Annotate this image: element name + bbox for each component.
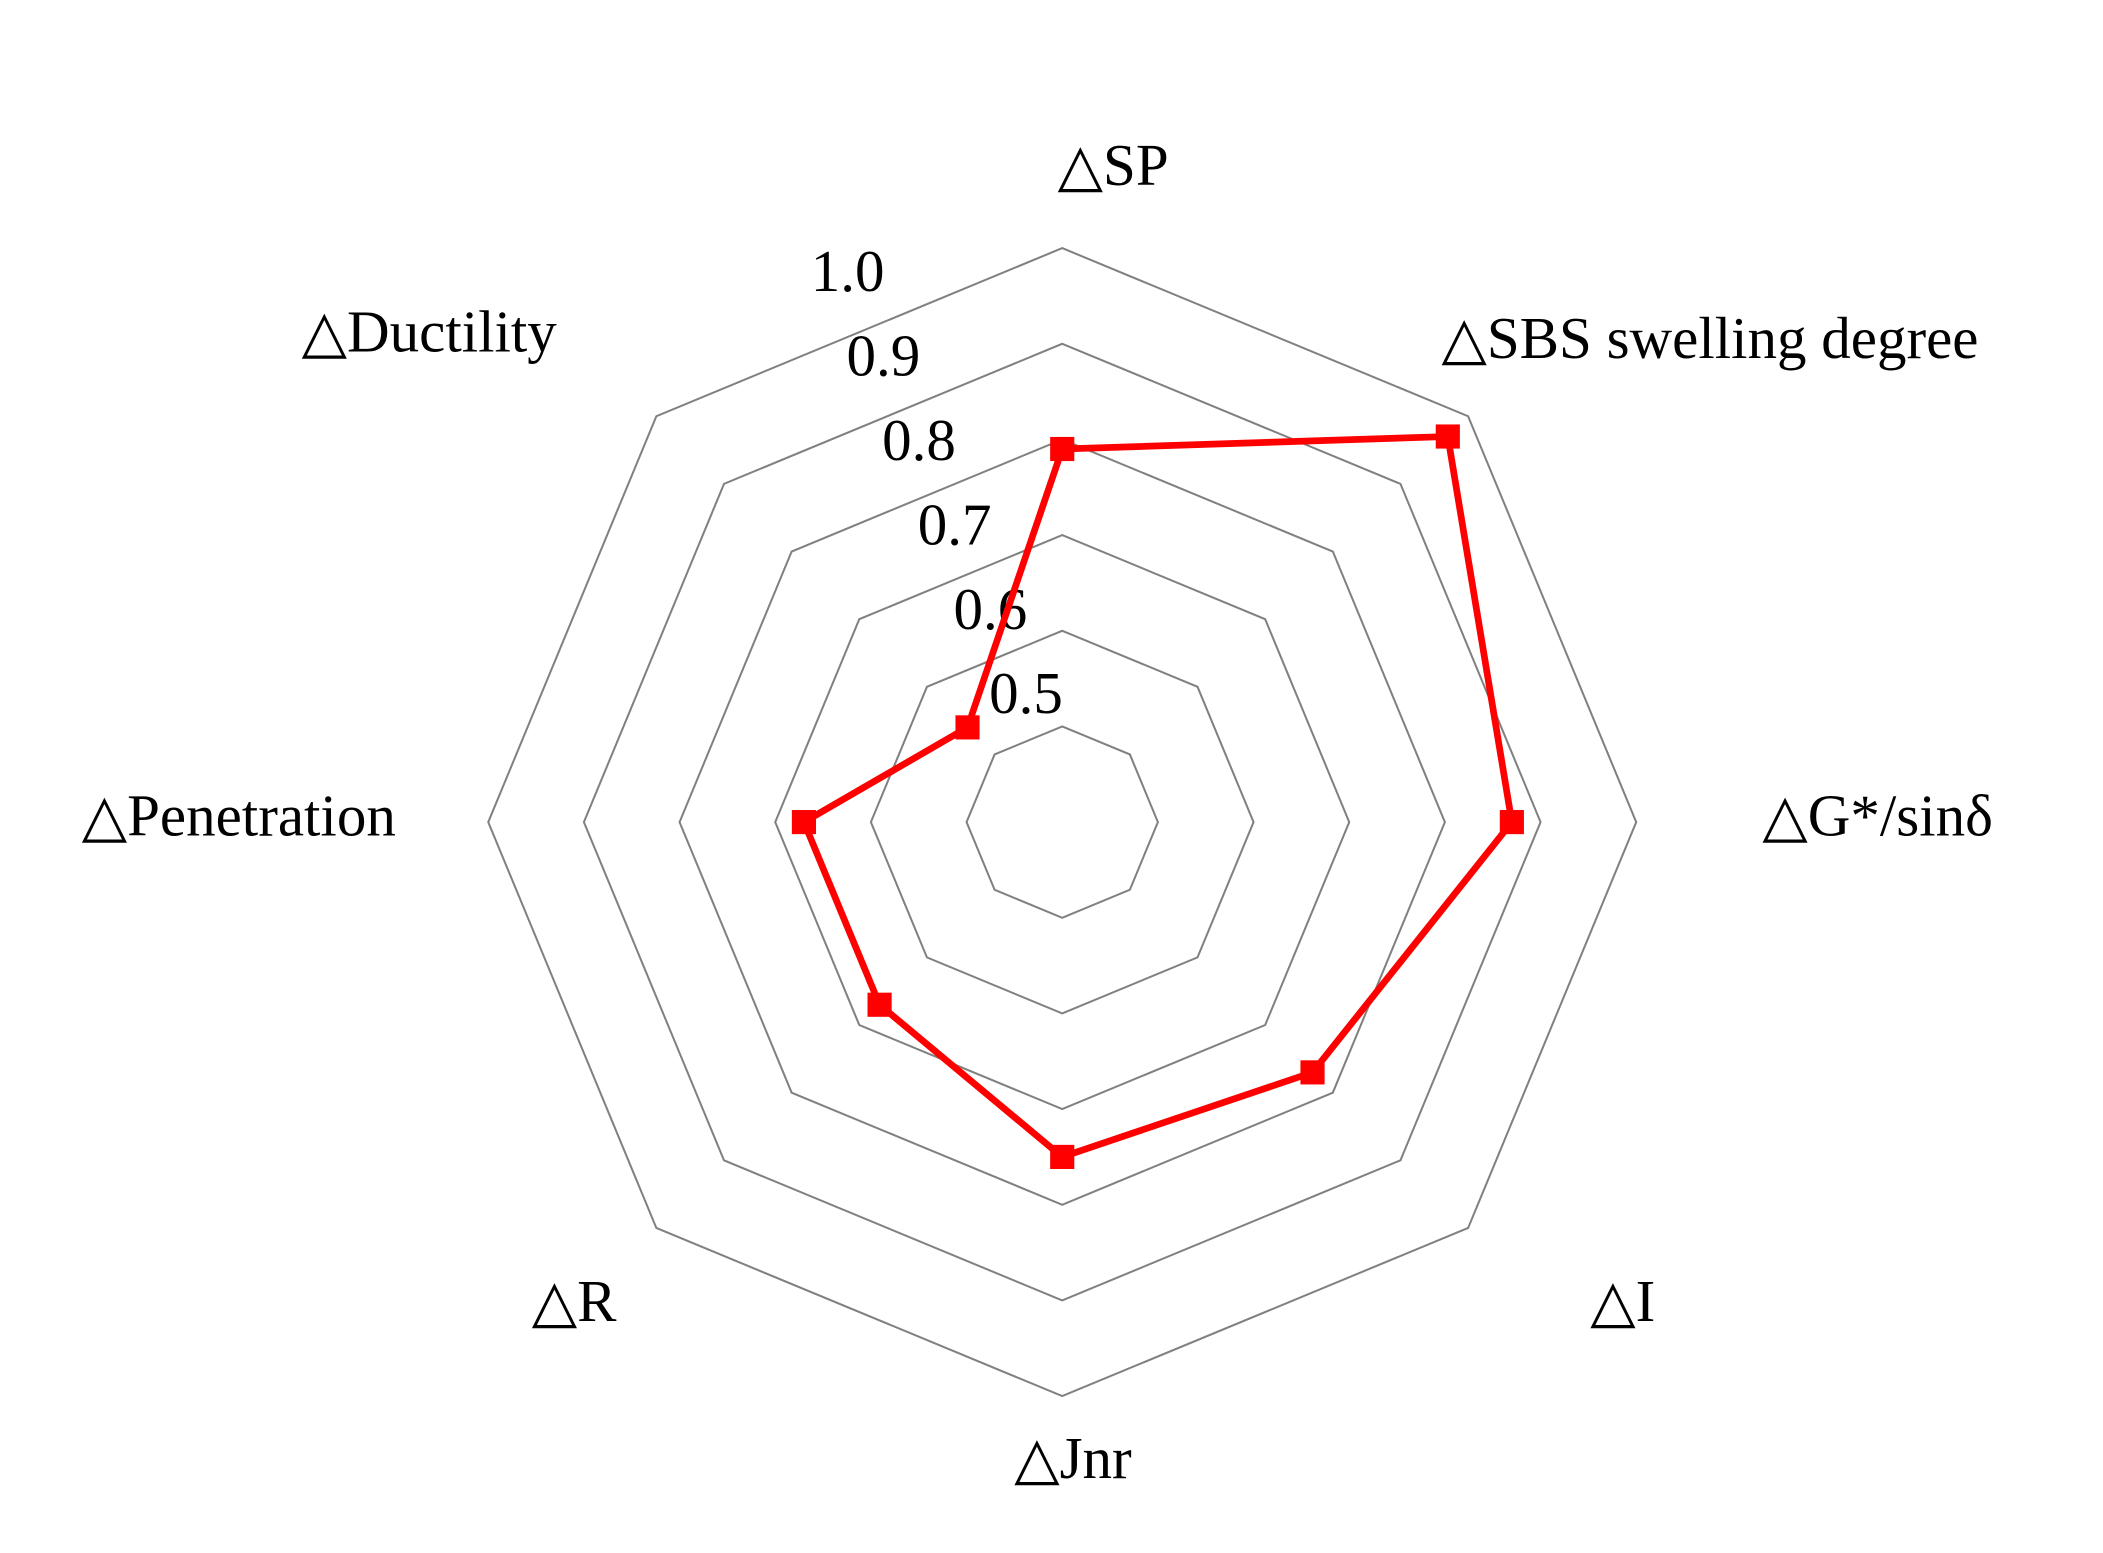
grid-ring xyxy=(869,629,1255,1015)
grid-ring xyxy=(774,534,1351,1111)
marker xyxy=(1300,1060,1325,1085)
marker xyxy=(1435,424,1460,449)
axis-label: △SBS swelling degree xyxy=(1441,305,1978,371)
axis-label: △Jnr xyxy=(1014,1425,1132,1491)
grid-ring xyxy=(965,725,1159,919)
marker xyxy=(791,810,817,835)
tick-label: 0.5 xyxy=(989,660,1063,726)
grid-ring xyxy=(582,342,1542,1302)
axis-label: △G*/sinδ xyxy=(1762,783,1993,849)
axis-label: △Penetration xyxy=(82,783,396,849)
axis-label: △SP xyxy=(1058,132,1169,198)
axis-label: △I xyxy=(1590,1268,1655,1334)
grid-ring xyxy=(487,247,1638,1398)
tick-label: 1.0 xyxy=(811,238,885,304)
marker xyxy=(1050,1144,1075,1169)
grid-ring xyxy=(678,438,1446,1206)
tick-label: 0.9 xyxy=(846,323,920,389)
axis-label: △Ductility xyxy=(302,299,558,365)
marker xyxy=(867,992,892,1017)
marker xyxy=(1050,436,1075,462)
marker xyxy=(955,715,980,740)
marker xyxy=(1499,810,1524,835)
tick-label: 0.7 xyxy=(918,491,992,557)
axis-label: △R xyxy=(532,1268,617,1334)
series-line xyxy=(799,433,1516,1161)
tick-label: 0.8 xyxy=(882,407,956,473)
